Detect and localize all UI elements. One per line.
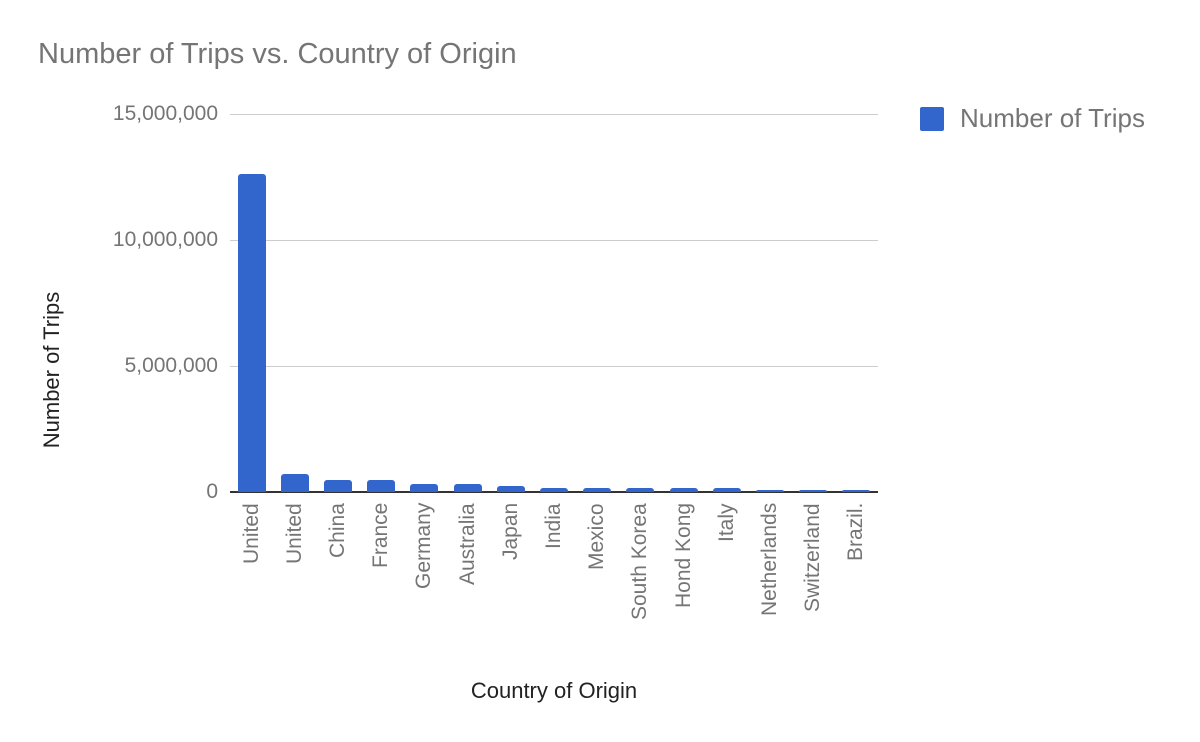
legend-swatch <box>920 106 944 131</box>
y-tick: 15,000,000 <box>112 102 218 125</box>
bar[interactable] <box>626 487 655 492</box>
x-axis-line <box>230 491 878 493</box>
x-tick-label: India <box>542 503 565 549</box>
x-tick-label: Hond Kong <box>671 502 695 608</box>
x-tick-label: Switzerland <box>801 503 825 612</box>
gridline <box>230 114 878 115</box>
bar[interactable] <box>669 487 698 492</box>
bar[interactable] <box>842 489 871 492</box>
x-tick-label: Australia <box>455 503 479 585</box>
bar[interactable] <box>324 479 352 492</box>
bar[interactable] <box>712 487 741 492</box>
x-axis-label: Country of Origin <box>470 678 638 703</box>
y-tick: 0 <box>206 480 218 503</box>
legend-label: Number of Trips <box>960 103 1145 133</box>
x-tick-label: Netherlands <box>758 502 781 616</box>
y-tick: 10,000,000 <box>112 228 218 251</box>
x-tick-label: South Korea <box>628 503 652 620</box>
bar[interactable] <box>237 174 266 492</box>
bar[interactable] <box>280 474 309 492</box>
y-tick: 5,000,000 <box>124 354 218 377</box>
bar[interactable] <box>756 489 784 492</box>
bar[interactable] <box>410 483 439 492</box>
bar[interactable] <box>540 487 568 492</box>
x-tick-label: Japan <box>498 502 522 560</box>
bar[interactable] <box>496 485 525 492</box>
x-tick-label: France <box>369 502 393 568</box>
x-tick-label: Brazil. <box>844 502 868 561</box>
gridline <box>230 366 878 367</box>
bar[interactable] <box>799 489 828 492</box>
x-tick-label: United <box>282 503 306 564</box>
bar[interactable] <box>367 479 396 492</box>
y-axis-label: Number of Trips <box>39 291 64 449</box>
bar[interactable] <box>583 487 612 492</box>
chart-title: Number of Trips vs. Country of Origin <box>38 38 517 70</box>
bar[interactable] <box>453 483 482 492</box>
x-tick-label: United <box>239 503 263 564</box>
x-tick-label: Germany <box>412 502 436 589</box>
x-tick-label: Italy <box>714 503 738 542</box>
legend: Number of Trips <box>920 103 1145 134</box>
x-tick-label: China <box>326 503 349 558</box>
x-tick-label: Mexico <box>585 503 609 570</box>
gridline <box>230 240 878 241</box>
